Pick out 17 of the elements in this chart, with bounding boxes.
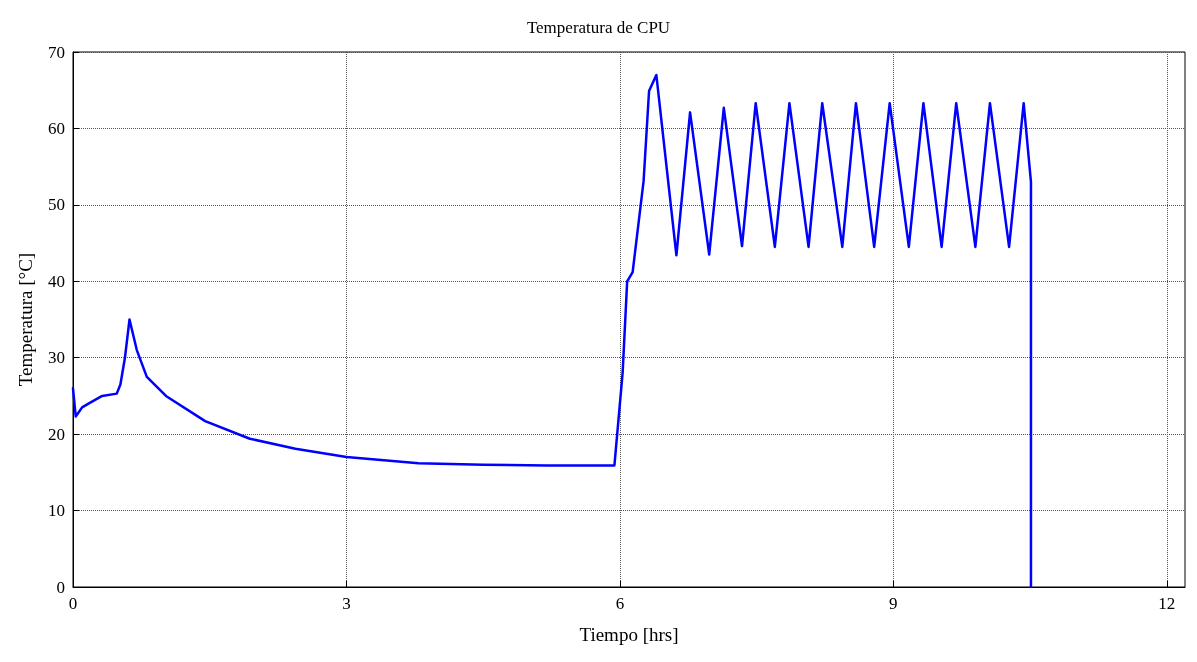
y-axis-title: Temperatura [°C] <box>15 252 36 387</box>
y-tick-label: 0 <box>56 577 65 597</box>
x-axis-title: Tiempo [hrs] <box>579 624 679 645</box>
y-tick-label: 70 <box>48 42 65 62</box>
y-tick-label: 60 <box>48 118 65 138</box>
y-tick-label: 40 <box>48 271 65 291</box>
x-tick-label: 0 <box>68 594 78 613</box>
x-tick-label: 3 <box>342 594 351 613</box>
x-tick-label: 6 <box>615 594 625 613</box>
y-tick-label: 10 <box>48 501 65 521</box>
y-tick-label: 30 <box>48 348 65 368</box>
y-tick-label: 50 <box>48 195 65 215</box>
y-tick-label: 20 <box>48 424 65 444</box>
chart-title: Temperatura de CPU <box>526 18 671 37</box>
x-tick-label: 12 <box>1158 594 1176 613</box>
x-tick-label: 9 <box>889 594 898 613</box>
line-series <box>71 73 1033 589</box>
